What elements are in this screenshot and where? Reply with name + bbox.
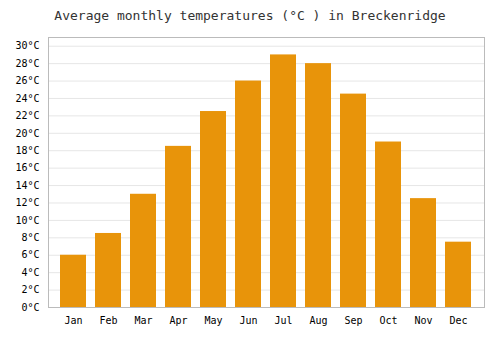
svg-text:24°C: 24°C [15,93,39,104]
svg-text:Dec: Dec [449,315,467,326]
svg-text:4°C: 4°C [21,267,39,278]
svg-text:Mar: Mar [134,315,152,326]
svg-text:14°C: 14°C [15,180,39,191]
svg-text:May: May [204,315,222,326]
svg-text:Apr: Apr [169,315,187,326]
svg-text:16°C: 16°C [15,162,39,173]
svg-text:12°C: 12°C [15,197,39,208]
svg-text:22°C: 22°C [15,110,39,121]
svg-text:6°C: 6°C [21,249,39,260]
svg-text:28°C: 28°C [15,58,39,69]
svg-text:Nov: Nov [414,315,432,326]
svg-text:10°C: 10°C [15,215,39,226]
svg-text:Oct: Oct [379,315,397,326]
svg-text:2°C: 2°C [21,284,39,295]
svg-text:Jul: Jul [274,315,292,326]
svg-text:Jun: Jun [239,315,257,326]
svg-text:26°C: 26°C [15,75,39,86]
svg-text:Jan: Jan [64,315,82,326]
svg-text:30°C: 30°C [15,40,39,51]
svg-text:Aug: Aug [309,315,327,326]
svg-text:Feb: Feb [99,315,117,326]
html-text:Average monthly temperatures (: Average monthly temperatures (°C ) in Br… [54,8,446,23]
svg-text:Sep: Sep [344,315,362,326]
svg-text:8°C: 8°C [21,232,39,243]
svg-text:0°C: 0°C [21,302,39,313]
svg-text:18°C: 18°C [15,145,39,156]
svg-text:20°C: 20°C [15,128,39,139]
